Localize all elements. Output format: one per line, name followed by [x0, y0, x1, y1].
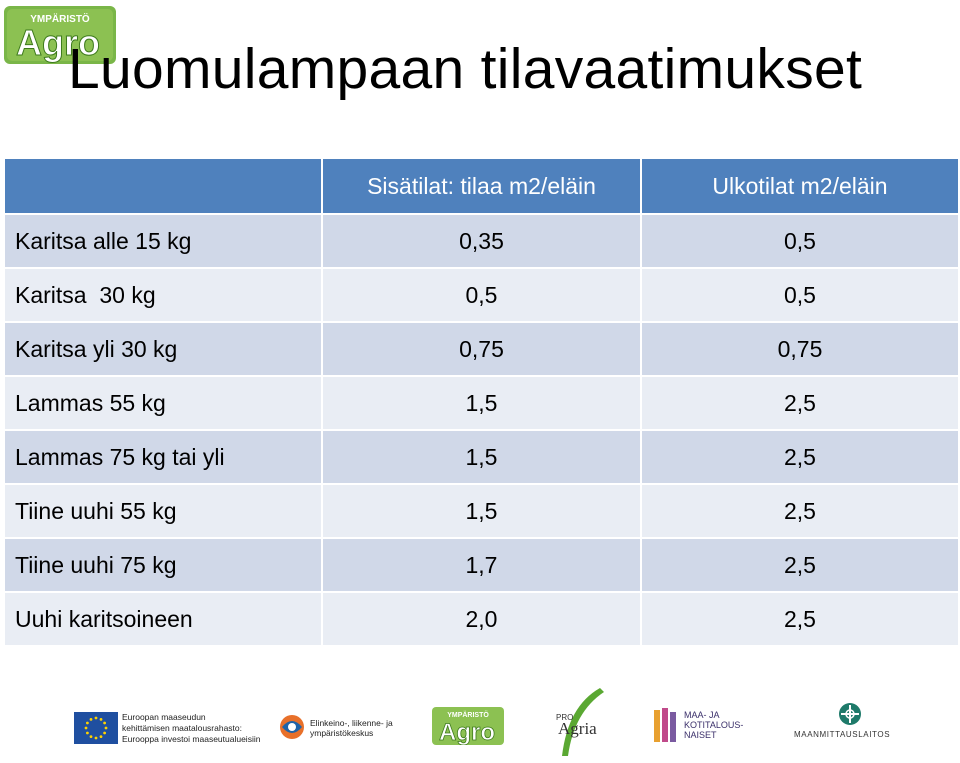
mml-text: MAANMITTAUSLAITOS	[794, 730, 891, 739]
ymparisto-agro-logo: YMPÄRISTÖ Agro	[4, 6, 116, 64]
mkn-text-2: KOTITALOUS-	[684, 720, 744, 730]
row-label: Lammas 55 kg	[3, 375, 323, 431]
page-title: Luomulampaan tilavaatimukset	[68, 37, 863, 101]
ely-text-1: Elinkeino-, liikenne- ja	[310, 718, 393, 728]
mkn-text-3: NAISET	[684, 730, 717, 740]
header-empty	[3, 157, 323, 215]
proagria-big: Agria	[558, 719, 597, 738]
outdoor-value: 2,5	[640, 591, 960, 647]
eu-text-1: Euroopan maaseudun	[122, 712, 206, 722]
indoor-value: 1,5	[321, 429, 642, 485]
outdoor-value: 0,5	[640, 267, 960, 323]
eu-text-3: Eurooppa investoi maaseutualueisiin	[122, 734, 261, 744]
row-label: Karitsa yli 30 kg	[3, 321, 323, 377]
indoor-value: 1,5	[321, 375, 642, 431]
row-label: Karitsa 30 kg	[3, 267, 323, 323]
mml-emblem-icon	[839, 703, 861, 725]
indoor-value: 1,5	[321, 483, 642, 539]
proagria-small: PRO	[556, 713, 573, 722]
space-requirements-table: Sisätilat: tilaa m2/eläin Ulkotilat m2/e…	[3, 157, 960, 647]
table-row: Uuhi karitsoineen 2,0 2,5	[3, 591, 960, 647]
table-row: Karitsa alle 15 kg 0,35 0,5	[3, 213, 960, 269]
agro-footer-big: Agro	[439, 719, 495, 745]
header-outdoor: Ulkotilat m2/eläin	[640, 157, 960, 215]
proagria-leaf-icon	[562, 688, 604, 756]
agro-footer-small: YMPÄRISTÖ	[447, 710, 489, 719]
outdoor-value: 2,5	[640, 429, 960, 485]
table-row: Tiine uuhi 75 kg 1,7 2,5	[3, 537, 960, 593]
mkn-text-1: MAA- JA	[684, 710, 720, 720]
row-label: Uuhi karitsoineen	[3, 591, 323, 647]
mkn-logo: MAA- JA KOTITALOUS- NAISET	[652, 704, 752, 748]
footer-logos: Euroopan maaseudun kehittämisen maatalou…	[0, 680, 960, 761]
outdoor-value: 2,5	[640, 483, 960, 539]
outdoor-value: 0,75	[640, 321, 960, 377]
eu-text-2: kehittämisen maatalousrahasto:	[122, 723, 243, 733]
indoor-value: 1,7	[321, 537, 642, 593]
table-row: Tiine uuhi 55 kg 1,5 2,5	[3, 483, 960, 539]
row-label: Karitsa alle 15 kg	[3, 213, 323, 269]
table-row: Karitsa 30 kg 0,5 0,5	[3, 267, 960, 323]
indoor-value: 2,0	[321, 591, 642, 647]
ely-logo: Elinkeino-, liikenne- ja ympäristökeskus	[278, 710, 408, 744]
table-row: Lammas 55 kg 1,5 2,5	[3, 375, 960, 431]
outdoor-value: 0,5	[640, 213, 960, 269]
outdoor-value: 2,5	[640, 375, 960, 431]
header-indoor: Sisätilat: tilaa m2/eläin	[321, 157, 642, 215]
outdoor-value: 2,5	[640, 537, 960, 593]
logo-big-text: Agro	[16, 22, 100, 63]
eu-logo: Euroopan maaseudun kehittämisen maatalou…	[74, 710, 260, 746]
ely-text-2: ympäristökeskus	[310, 728, 374, 738]
indoor-value: 0,75	[321, 321, 642, 377]
table-row: Lammas 75 kg tai yli 1,5 2,5	[3, 429, 960, 485]
mml-logo: MAANMITTAUSLAITOS	[794, 702, 906, 742]
logo-small-text: YMPÄRISTÖ	[30, 12, 90, 25]
indoor-value: 0,35	[321, 213, 642, 269]
proagria-logo: PRO Agria	[548, 686, 608, 758]
row-label: Lammas 75 kg tai yli	[3, 429, 323, 485]
eu-flag-icon	[74, 712, 118, 744]
row-label: Tiine uuhi 75 kg	[3, 537, 323, 593]
agro-footer-logo: YMPÄRISTÖ Agro	[432, 707, 504, 746]
table-header-row: Sisätilat: tilaa m2/eläin Ulkotilat m2/e…	[3, 157, 960, 215]
table-row: Karitsa yli 30 kg 0,75 0,75	[3, 321, 960, 377]
ely-emblem-icon	[280, 715, 304, 739]
indoor-value: 0,5	[321, 267, 642, 323]
mkn-emblem-icon	[654, 708, 676, 742]
row-label: Tiine uuhi 55 kg	[3, 483, 323, 539]
